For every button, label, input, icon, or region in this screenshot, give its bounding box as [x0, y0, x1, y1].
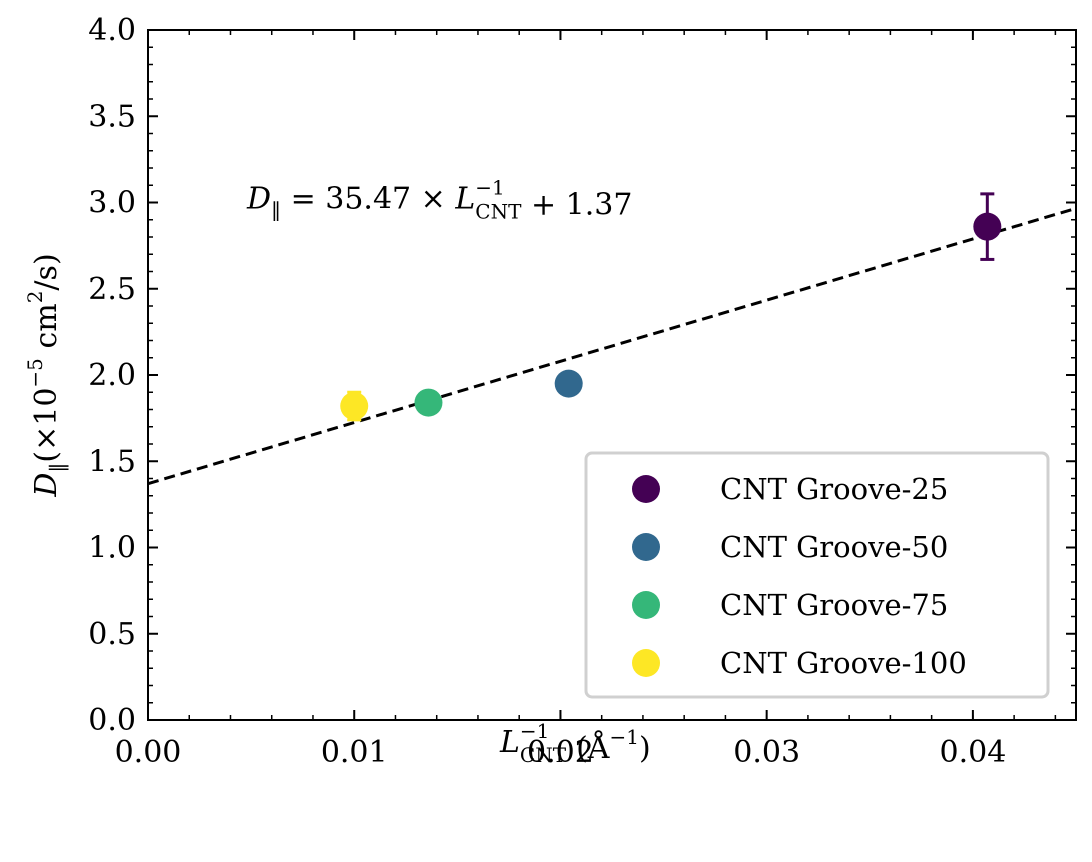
data-point: [340, 392, 369, 421]
legend-label: CNT Groove-100: [720, 646, 967, 680]
data-point-group: [340, 390, 369, 422]
legend-marker: [632, 533, 660, 561]
y-tick-label: 3.5: [88, 99, 136, 134]
x-tick-label: 0.00: [115, 735, 182, 770]
legend-marker: [632, 475, 660, 503]
data-point-group: [414, 388, 443, 417]
y-tick-label: 3.0: [88, 186, 136, 221]
y-tick-label: 0.5: [88, 617, 136, 652]
x-axis-label: L−1 CNT (Å−1): [499, 719, 651, 767]
x-tick-label: 0.02: [527, 735, 594, 770]
data-point-group: [554, 369, 583, 398]
fit-line: [147, 206, 1077, 486]
legend-label: CNT Groove-50: [720, 530, 948, 564]
y-axis-label: D‖(×10−5 cm2/s): [23, 253, 70, 497]
x-tick-label: 0.03: [733, 735, 800, 770]
fit-equation-annotation: D‖ = 35.47 × L−1 CNT + 1.37: [246, 176, 632, 224]
legend-box: [584, 451, 1050, 699]
legend-label: CNT Groove-25: [720, 472, 948, 506]
data-point: [973, 212, 1002, 241]
data-point: [414, 388, 443, 417]
y-tick-label: 2.5: [88, 272, 136, 307]
x-tick-label: 0.01: [321, 735, 388, 770]
legend: CNT Groove-25 CNT Groove-50 CNT Groove-75 C…: [584, 451, 1050, 699]
fit-line-layer: [147, 206, 1077, 486]
x-tick-label: 0.04: [939, 735, 1006, 770]
legend-label: CNT Groove-75: [720, 588, 948, 622]
legend-marker: [632, 591, 660, 619]
data-point-group: [973, 192, 1002, 261]
y-tick-label: 2.0: [88, 358, 136, 393]
tick-labels: 0.00 0.01 0.02 0.03 0.04 0.0 0.5 1.0 1.5 2.0 2.5 3.…: [88, 13, 1006, 770]
y-tick-label: 1.5: [88, 444, 136, 479]
data-points: [340, 192, 1002, 422]
data-point: [554, 369, 583, 398]
y-tick-label: 1.0: [88, 531, 136, 566]
y-tick-label: 0.0: [88, 703, 136, 738]
axis-ticks: [147, 29, 1076, 721]
legend-marker: [632, 649, 660, 677]
y-tick-label: 4.0: [88, 13, 136, 48]
